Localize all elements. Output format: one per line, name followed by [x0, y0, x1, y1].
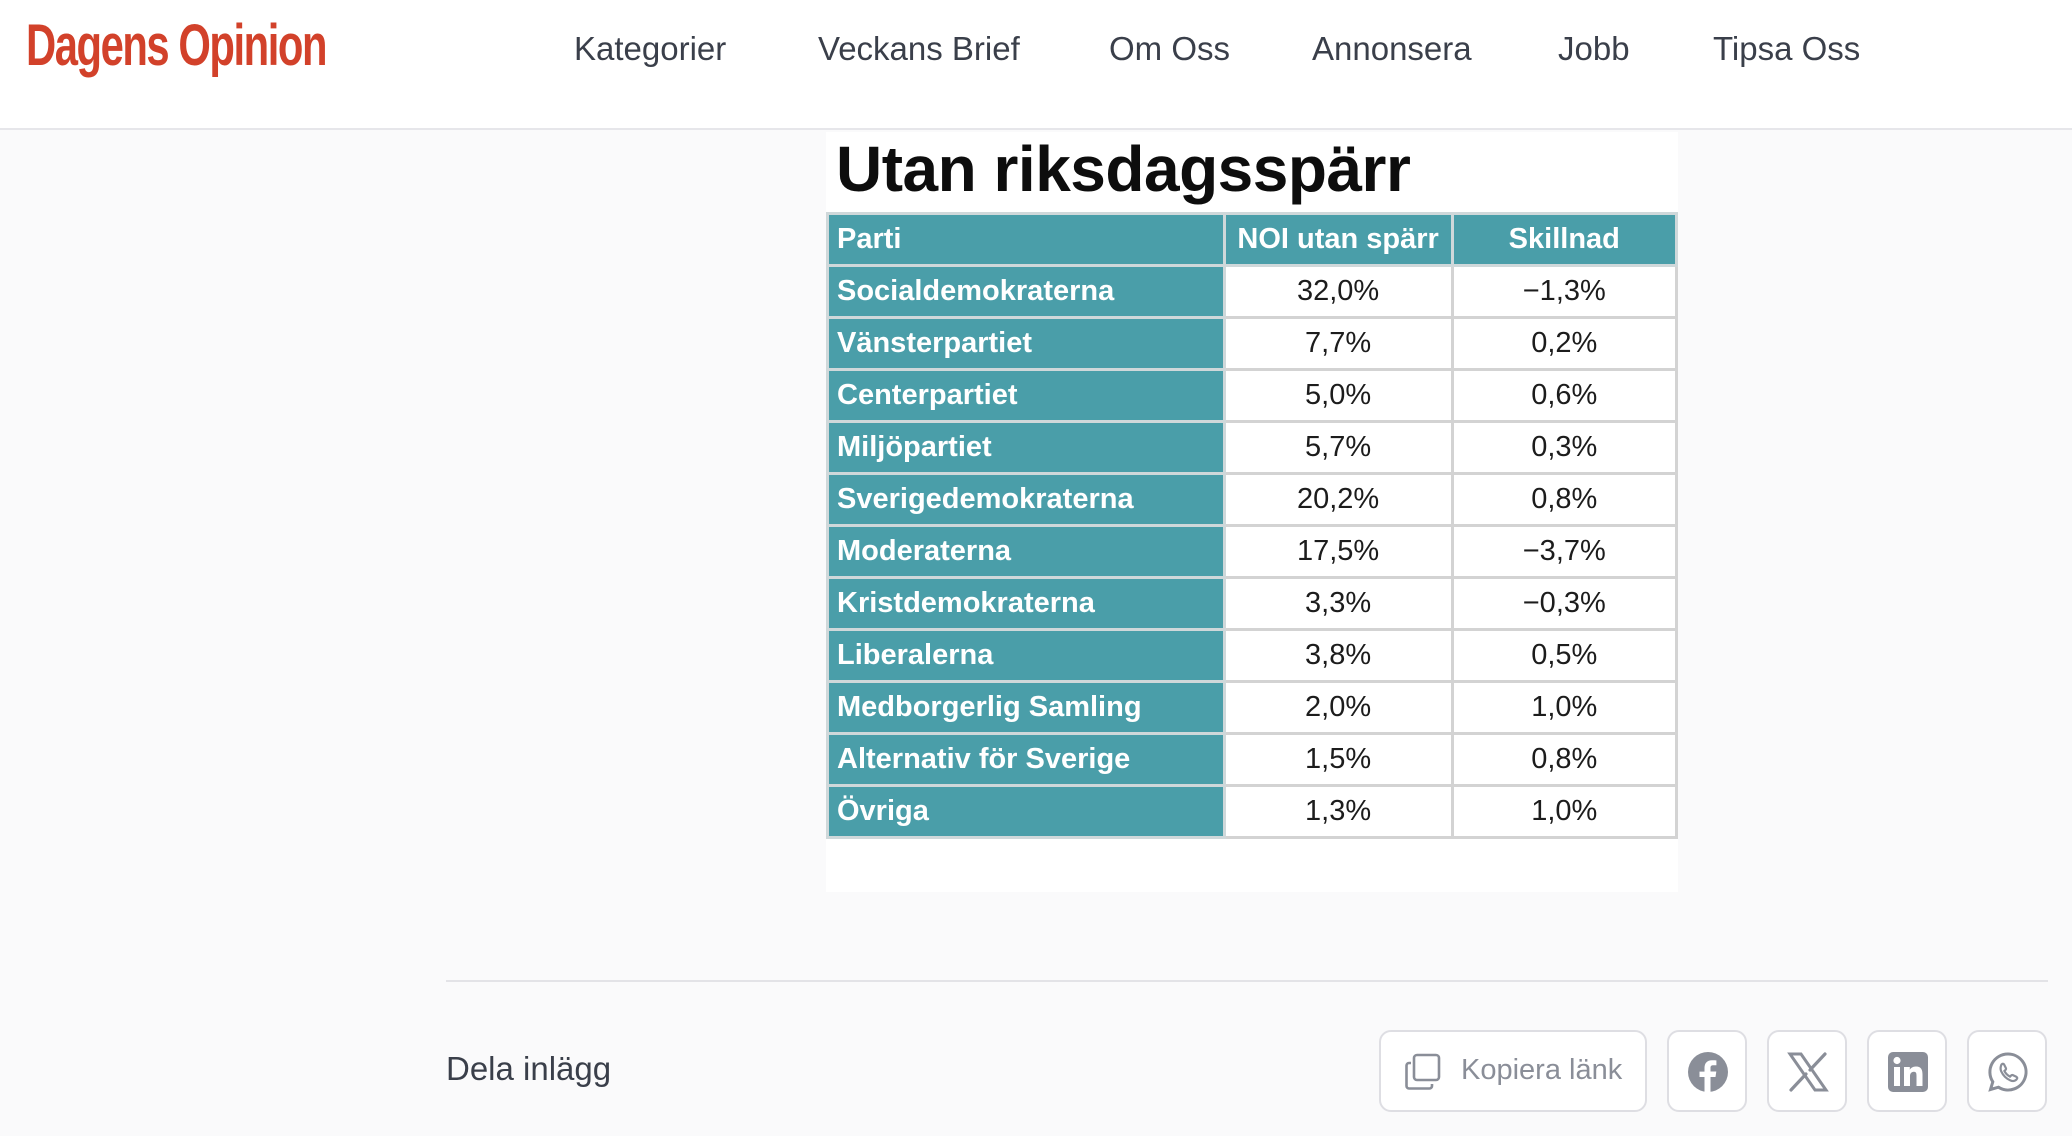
party-name: Moderaterna: [826, 524, 1226, 579]
copy-link-label: Kopiera länk: [1461, 1054, 1623, 1086]
party-diff: −3,7%: [1450, 524, 1679, 579]
nav-item-kategorier[interactable]: Kategorier: [574, 30, 727, 67]
table-row: Centerpartiet 5,0% 0,6%: [826, 368, 1679, 423]
nav-item-tipsa-oss[interactable]: Tipsa Oss: [1713, 30, 1861, 67]
nav-item-jobb[interactable]: Jobb: [1558, 30, 1630, 67]
party-diff: 0,6%: [1450, 368, 1679, 423]
facebook-icon: [1688, 1052, 1728, 1092]
content-divider: [446, 980, 2048, 982]
party-name: Alternativ för Sverige: [826, 732, 1226, 787]
party-name: Medborgerlig Samling: [826, 680, 1226, 735]
table-title: Utan riksdagsspärr: [836, 133, 1411, 205]
table-row: Miljöpartiet 5,7% 0,3%: [826, 420, 1679, 475]
copy-link-button[interactable]: Kopiera länk: [1379, 1030, 1647, 1112]
share-facebook-button[interactable]: [1667, 1030, 1747, 1112]
copy-icon: [1405, 1053, 1441, 1090]
party-value: 32,0%: [1222, 264, 1454, 319]
party-value: 2,0%: [1222, 680, 1454, 735]
header-parti: Parti: [826, 212, 1226, 267]
whatsapp-icon: [1988, 1052, 2028, 1092]
party-diff: 0,5%: [1450, 628, 1679, 683]
party-value: 5,7%: [1222, 420, 1454, 475]
table-row: Socialdemokraterna 32,0% −1,3%: [826, 264, 1679, 319]
nav-item-veckans-brief[interactable]: Veckans Brief: [818, 30, 1020, 67]
site-logo[interactable]: Dagens Opinion: [26, 13, 327, 78]
party-diff: −0,3%: [1450, 576, 1679, 631]
x-icon: [1787, 1052, 1829, 1092]
party-name: Vänsterpartiet: [826, 316, 1226, 371]
nav-item-om-oss[interactable]: Om Oss: [1109, 30, 1230, 67]
party-name: Övriga: [826, 784, 1226, 839]
table-row: Kristdemokraterna 3,3% −0,3%: [826, 576, 1679, 631]
share-whatsapp-button[interactable]: [1967, 1030, 2047, 1112]
party-value: 1,5%: [1222, 732, 1454, 787]
party-value: 1,3%: [1222, 784, 1454, 839]
party-name: Kristdemokraterna: [826, 576, 1226, 631]
share-x-button[interactable]: [1767, 1030, 1847, 1112]
site-header: Dagens Opinion Kategorier Veckans Brief …: [0, 0, 2072, 130]
party-value: 7,7%: [1222, 316, 1454, 371]
party-value: 20,2%: [1222, 472, 1454, 527]
header-noi: NOI utan spärr: [1222, 212, 1454, 267]
party-name: Socialdemokraterna: [826, 264, 1226, 319]
linkedin-icon: [1888, 1052, 1928, 1092]
party-diff: 0,3%: [1450, 420, 1679, 475]
table-row: Övriga 1,3% 1,0%: [826, 784, 1679, 839]
table-row: Alternativ för Sverige 1,5% 0,8%: [826, 732, 1679, 787]
table-row: Liberalerna 3,8% 0,5%: [826, 628, 1679, 683]
party-name: Sverigedemokraterna: [826, 472, 1226, 527]
results-table: Parti NOI utan spärr Skillnad Socialdemo…: [826, 212, 1679, 839]
party-diff: 0,2%: [1450, 316, 1679, 371]
party-value: 3,8%: [1222, 628, 1454, 683]
party-diff: −1,3%: [1450, 264, 1679, 319]
party-diff: 0,8%: [1450, 732, 1679, 787]
header-skillnad: Skillnad: [1450, 212, 1679, 267]
party-diff: 1,0%: [1450, 784, 1679, 839]
party-value: 17,5%: [1222, 524, 1454, 579]
party-diff: 0,8%: [1450, 472, 1679, 527]
party-value: 5,0%: [1222, 368, 1454, 423]
share-linkedin-button[interactable]: [1867, 1030, 1947, 1112]
main-nav: Kategorier Veckans Brief Om Oss Annonser…: [0, 0, 2072, 104]
table-header-row: Parti NOI utan spärr Skillnad: [826, 212, 1679, 267]
table-row: Moderaterna 17,5% −3,7%: [826, 524, 1679, 579]
party-name: Miljöpartiet: [826, 420, 1226, 475]
table-row: Sverigedemokraterna 20,2% 0,8%: [826, 472, 1679, 527]
table-row: Medborgerlig Samling 2,0% 1,0%: [826, 680, 1679, 735]
party-name: Centerpartiet: [826, 368, 1226, 423]
party-diff: 1,0%: [1450, 680, 1679, 735]
table-row: Vänsterpartiet 7,7% 0,2%: [826, 316, 1679, 371]
party-value: 3,3%: [1222, 576, 1454, 631]
results-table-image: Utan riksdagsspärr Parti NOI utan spärr …: [826, 132, 1679, 892]
nav-item-annonsera[interactable]: Annonsera: [1312, 30, 1472, 67]
share-label: Dela inlägg: [446, 1050, 612, 1087]
party-name: Liberalerna: [826, 628, 1226, 683]
